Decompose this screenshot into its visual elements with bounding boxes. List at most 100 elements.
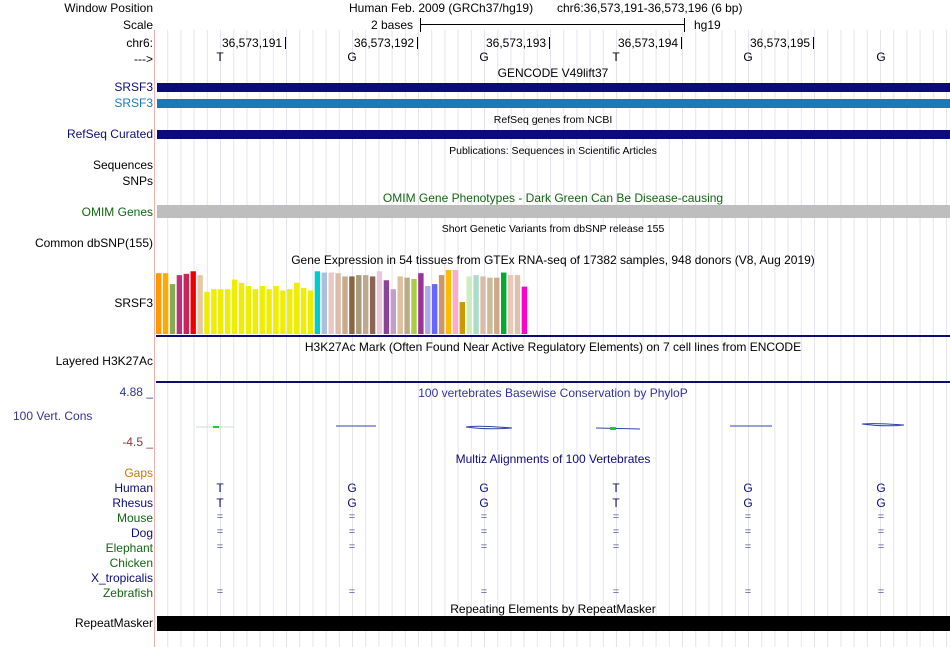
gtex-tissue-bar[interactable] [169,284,176,334]
omim-gene-bar[interactable] [157,205,950,218]
multiz-base: = [348,541,356,553]
gencode-gene2-label[interactable]: SRSF3 [114,96,153,110]
gtex-title: Gene Expression in 54 tissues from GTEx … [291,253,815,267]
multiz-species-label[interactable]: Zebrafish [102,586,153,600]
multiz-base: = [744,541,752,553]
gtex-tissue-bar[interactable] [266,289,272,334]
gtex-tissue-bar[interactable] [294,282,300,334]
gtex-tissue-bar[interactable] [487,277,493,334]
gtex-tissue-bar[interactable] [252,289,258,334]
multiz-species-label[interactable]: X_tropicalis [90,571,153,585]
multiz-species-label[interactable]: Human [114,481,153,495]
gtex-tissue-bar[interactable] [507,275,514,334]
gtex-tissue-bar[interactable] [183,273,189,334]
gtex-tissue-bar[interactable] [238,282,245,334]
gencode-gene2-bar[interactable] [157,99,950,108]
gtex-tissue-bar[interactable] [411,278,417,334]
window-position-label: Window Position [64,1,153,15]
repeatmasker-bar[interactable] [157,616,950,631]
refseq-gene-bar[interactable] [157,130,950,139]
gtex-tissue-bar[interactable] [521,286,528,334]
gtex-tissue-bar[interactable] [383,280,390,334]
multiz-species-label[interactable]: Dog [130,526,153,540]
gtex-tissue-bar[interactable] [307,290,314,334]
gtex-tissue-bar[interactable] [176,275,183,334]
phylop-label[interactable]: 100 Vert. Cons [13,409,93,423]
gtex-tissue-bar[interactable] [418,273,424,334]
gtex-bar-chart[interactable] [155,268,535,334]
multiz-base: = [216,586,224,598]
omim-label[interactable]: OMIM Genes [81,205,153,219]
db-text: hg19 [694,18,721,32]
gtex-tissue-bar[interactable] [363,275,369,334]
strand-label: ---> [134,52,153,66]
publications-sequences-label[interactable]: Sequences [92,158,153,172]
refseq-label[interactable]: RefSeq Curated [66,127,153,141]
gtex-tissue-bar[interactable] [480,276,486,334]
position-text[interactable]: chr6:36,573,191-36,573,196 (6 bp) [557,1,743,15]
gtex-tissue-bar[interactable] [156,273,162,334]
gtex-tissue-bar[interactable] [190,271,196,334]
gtex-tissue-bar[interactable] [445,270,452,334]
gtex-tissue-bar[interactable] [501,272,507,334]
multiz-base: G [347,496,357,510]
ruler-tick: 36,573,194 [618,36,683,50]
gtex-tissue-bar[interactable] [432,284,438,334]
refseq-title: RefSeq genes from NCBI [493,114,613,126]
gtex-label[interactable]: SRSF3 [114,296,153,310]
gtex-tissue-bar[interactable] [494,277,500,334]
multiz-species-label[interactable]: Elephant [105,541,153,555]
h3k27ac-label[interactable]: Layered H3K27Ac [55,354,153,368]
gtex-tissue-bar[interactable] [349,276,355,334]
phylop-wiggle[interactable] [156,415,950,435]
gtex-tissue-bar[interactable] [328,272,334,334]
gtex-tissue-bar[interactable] [452,270,459,334]
gtex-tissue-bar[interactable] [514,275,521,334]
gtex-tissue-bar[interactable] [321,272,327,334]
gtex-tissue-bar[interactable] [197,275,203,334]
ruler-base: G [347,50,357,64]
h3k27ac-title: H3K27Ac Mark (Often Found Near Active Re… [304,340,802,354]
gtex-tissue-bar[interactable] [390,289,396,334]
gtex-tissue-bar[interactable] [425,286,431,334]
gtex-tissue-bar[interactable] [162,273,169,334]
gtex-tissue-bar[interactable] [397,276,403,334]
gtex-tissue-bar[interactable] [204,291,210,334]
gtex-tissue-bar[interactable] [273,286,279,334]
gtex-tissue-bar[interactable] [225,289,231,334]
gtex-tissue-bar[interactable] [356,275,362,334]
gtex-tissue-bar[interactable] [245,286,252,334]
gtex-tissue-bar[interactable] [314,271,321,334]
gencode-gene1-bar[interactable] [157,83,950,92]
gtex-tissue-bar[interactable] [376,271,383,334]
multiz-species-label[interactable]: Mouse [116,511,153,525]
gtex-tissue-bar[interactable] [280,290,286,334]
dbsnp-label[interactable]: Common dbSNP(155) [34,236,153,250]
ruler-base: G [876,50,886,64]
ruler-base: G [743,50,753,64]
gtex-tissue-bar[interactable] [287,289,293,334]
gtex-tissue-bar[interactable] [300,287,307,334]
gtex-tissue-bar[interactable] [369,276,376,334]
gencode-gene1-label[interactable]: SRSF3 [114,80,153,94]
assembly-text: Human Feb. 2009 (GRCh37/hg19) [349,1,534,15]
gtex-tissue-bar[interactable] [459,302,465,334]
gtex-tissue-bar[interactable] [342,276,348,334]
gtex-tissue-bar[interactable] [473,275,479,334]
gtex-tissue-bar[interactable] [218,289,224,334]
multiz-base: = [348,586,356,598]
gtex-tissue-bar[interactable] [404,277,410,334]
multiz-base: = [612,586,620,598]
publications-snps-label[interactable]: SNPs [122,174,153,188]
multiz-species-label[interactable]: Chicken [109,556,153,570]
gtex-tissue-bar[interactable] [466,276,472,334]
multiz-gaps-label[interactable]: Gaps [124,466,153,480]
gtex-tissue-bar[interactable] [231,279,238,334]
multiz-species-label[interactable]: Rhesus [112,496,153,510]
multiz-base: G [743,496,753,510]
gtex-tissue-bar[interactable] [335,273,341,334]
gtex-tissue-bar[interactable] [438,275,445,334]
gtex-tissue-bar[interactable] [211,289,217,334]
repeatmasker-label[interactable]: RepeatMasker [74,616,153,630]
gtex-tissue-bar[interactable] [259,286,265,334]
